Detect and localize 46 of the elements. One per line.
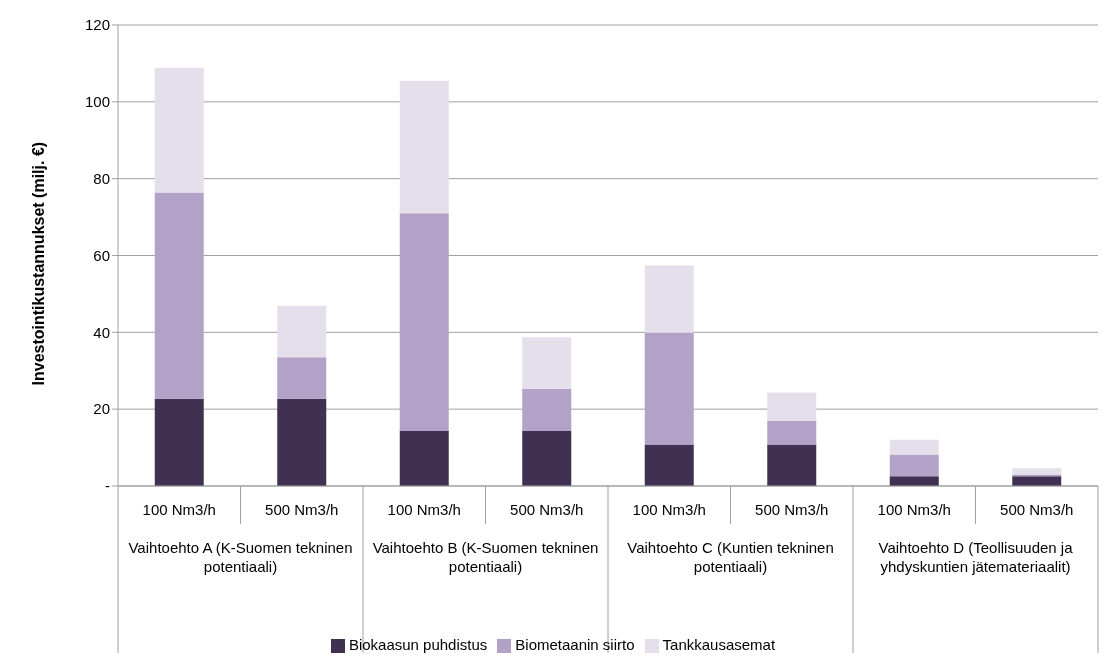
text: Vaihtoehto D (Teollisuuden ja yhdyskuntien jätemateriaalit) xyxy=(878,538,1074,575)
bar xyxy=(522,431,572,486)
bar xyxy=(154,398,204,486)
y-tick-label: 80 xyxy=(93,169,110,187)
bar xyxy=(522,337,572,389)
bar xyxy=(889,454,939,477)
bar xyxy=(767,421,817,445)
bar xyxy=(399,80,449,214)
y-tick-label: 20 xyxy=(93,400,110,418)
x-tick-label: 500 Nm3/h xyxy=(1000,501,1074,519)
legend-label: Biometaanin siirto xyxy=(515,635,635,653)
text: Vaihtoehto C (Kuntien tekninen potentiaali) xyxy=(627,538,834,575)
bar xyxy=(767,444,817,486)
y-tick-label: 100 xyxy=(84,93,110,111)
y-tick-label: 40 xyxy=(93,323,110,341)
bar xyxy=(644,332,694,445)
text: Vaihtoehto B (K-Suomen tekninen potentiaali) xyxy=(372,538,599,575)
y-tick-label: 120 xyxy=(84,16,110,34)
bar xyxy=(889,476,939,486)
x-tick-label: 500 Nm3/h xyxy=(755,501,829,519)
bar xyxy=(644,444,694,486)
bar xyxy=(889,439,939,455)
y-tick-label: - xyxy=(105,477,110,495)
x-tick-label: 100 Nm3/h xyxy=(387,501,461,519)
x-tick-label: 500 Nm3/h xyxy=(265,501,339,519)
bar xyxy=(399,431,449,486)
bar xyxy=(1012,468,1062,475)
x-tick-label: 100 Nm3/h xyxy=(142,501,216,519)
bar xyxy=(154,67,204,193)
y-axis-title: Investointikustannukset (milj. €) xyxy=(29,141,47,386)
text: Vaihtoehto A (K-Suomen tekninen potentiaali) xyxy=(128,538,353,575)
x-tick-label: 100 Nm3/h xyxy=(877,501,951,519)
legend-label: Biokaasun puhdistus xyxy=(348,635,488,653)
y-tick-label: 60 xyxy=(93,246,110,264)
legend-label: Tankkausasemat xyxy=(662,635,776,653)
x-tick-label: 500 Nm3/h xyxy=(510,501,584,519)
bar xyxy=(277,357,327,399)
bar xyxy=(644,265,694,333)
bar xyxy=(277,398,327,486)
bar xyxy=(522,388,572,432)
bar xyxy=(277,305,327,358)
bar xyxy=(1012,476,1062,486)
bar xyxy=(767,392,817,422)
bar xyxy=(399,213,449,432)
x-tick-label: 100 Nm3/h xyxy=(632,501,706,519)
bar xyxy=(154,192,204,399)
